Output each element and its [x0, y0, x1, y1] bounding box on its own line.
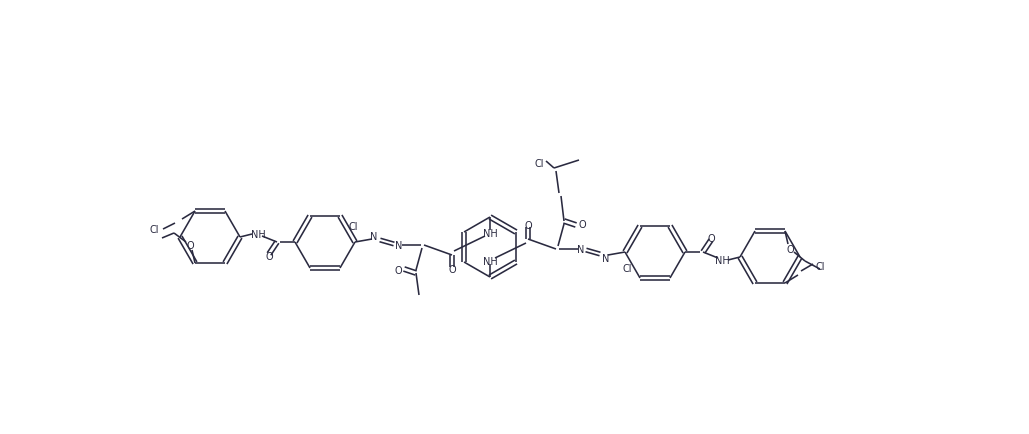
Text: O: O — [394, 265, 402, 275]
Text: Cl: Cl — [534, 159, 544, 169]
Text: O: O — [449, 264, 456, 274]
Text: O: O — [524, 220, 532, 230]
Text: Cl: Cl — [348, 221, 357, 231]
Text: O: O — [707, 233, 715, 243]
Text: O: O — [265, 251, 273, 261]
Text: N: N — [602, 253, 610, 263]
Text: O: O — [786, 244, 793, 254]
Text: Cl: Cl — [623, 263, 632, 273]
Text: Cl: Cl — [815, 261, 824, 271]
Text: N: N — [370, 231, 378, 241]
Text: NH: NH — [483, 228, 497, 238]
Text: O: O — [578, 220, 586, 230]
Text: N: N — [577, 244, 584, 254]
Text: NH: NH — [483, 256, 497, 266]
Text: N: N — [395, 240, 402, 250]
Text: O: O — [186, 240, 193, 250]
Text: NH: NH — [251, 230, 265, 240]
Text: NH: NH — [714, 256, 730, 265]
Text: Cl: Cl — [149, 224, 159, 234]
